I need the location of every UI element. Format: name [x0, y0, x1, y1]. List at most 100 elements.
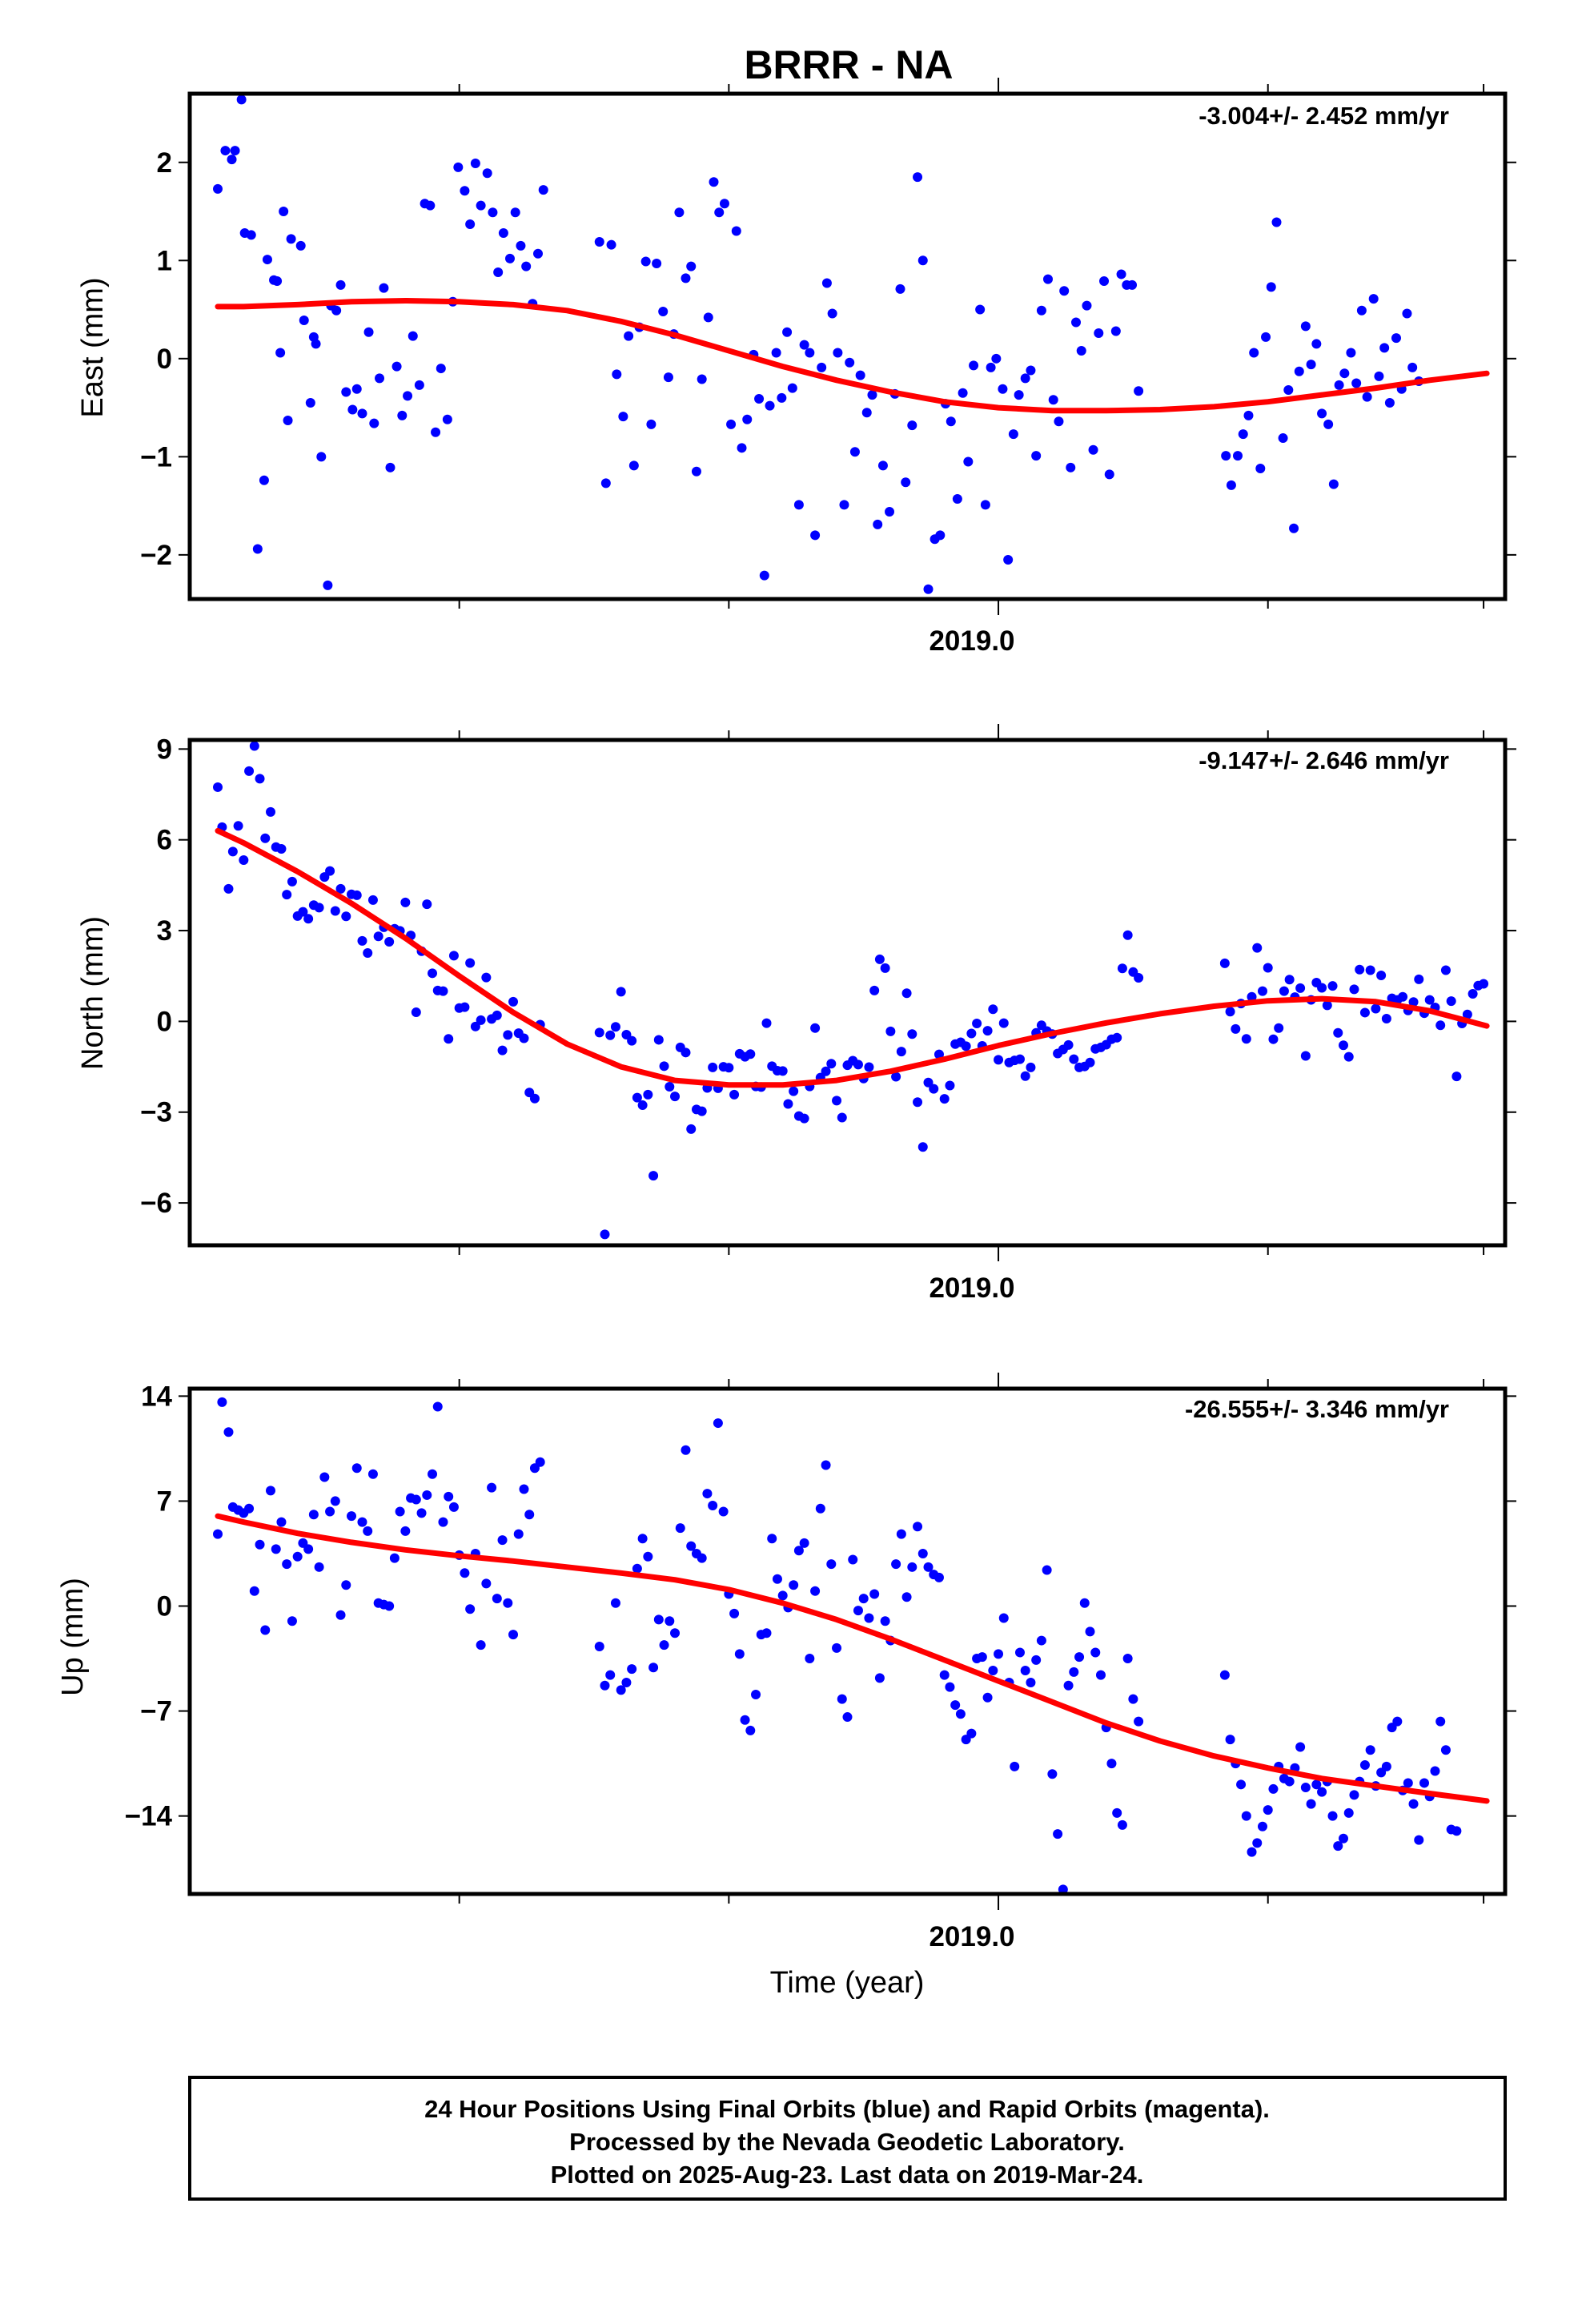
data-point: [742, 414, 753, 424]
data-point: [220, 146, 231, 156]
data-point: [853, 1059, 863, 1070]
data-point: [805, 1654, 815, 1664]
data-point: [627, 1035, 637, 1046]
data-point: [476, 1015, 486, 1025]
data-point: [1338, 1040, 1348, 1051]
data-point: [1071, 317, 1082, 328]
data-point: [255, 1539, 265, 1550]
data-point: [259, 475, 269, 485]
data-point: [934, 1572, 944, 1582]
y-tick-label: −1: [140, 441, 172, 472]
data-point: [998, 1613, 1009, 1623]
y-tick-label: −6: [140, 1188, 172, 1219]
data-point: [1219, 958, 1230, 968]
data-point: [1306, 360, 1316, 370]
data-point: [1020, 1071, 1030, 1081]
y-tick-label: 1: [157, 245, 172, 276]
data-point: [1289, 523, 1299, 533]
data-point: [1010, 1761, 1020, 1771]
panel-east: -3.004+/- 2.452 mm/yr 2019.0 East (mm) 2…: [76, 78, 1516, 657]
data-point: [1338, 1833, 1348, 1844]
data-point: [874, 1673, 885, 1683]
data-point: [1110, 326, 1121, 336]
data-point: [1014, 1054, 1025, 1064]
data-point: [513, 1529, 524, 1539]
data-point: [438, 1517, 448, 1527]
data-point: [1226, 480, 1236, 490]
data-point: [966, 1028, 977, 1039]
data-point: [266, 806, 276, 817]
data-point: [632, 1563, 642, 1574]
data-point: [1359, 1007, 1370, 1018]
data-point: [1300, 1051, 1311, 1061]
data-point: [266, 1486, 276, 1496]
data-point: [408, 331, 418, 341]
data-point: [1402, 308, 1412, 319]
data-point: [1031, 451, 1042, 461]
data-point: [955, 1709, 966, 1719]
data-point: [1219, 1670, 1230, 1680]
data-point: [929, 1084, 939, 1094]
data-point: [998, 1018, 1009, 1028]
data-point: [616, 987, 626, 997]
data-point: [1430, 1766, 1440, 1776]
data-point: [877, 460, 888, 471]
data-point: [1398, 991, 1408, 1002]
data-point: [767, 1534, 777, 1544]
data-point: [1134, 386, 1144, 396]
data-point: [481, 1578, 492, 1589]
data-point: [331, 305, 342, 316]
chart-title: BRRR - NA: [744, 42, 953, 87]
data-point: [891, 1559, 901, 1570]
data-point: [1221, 451, 1231, 461]
data-point: [1090, 1647, 1101, 1658]
data-point: [708, 1501, 718, 1511]
data-point: [1343, 1051, 1354, 1062]
data-point: [510, 207, 520, 218]
footer-line-1: 24 Hour Positions Using Final Orbits (bl…: [424, 2095, 1270, 2123]
data-point: [1036, 1635, 1046, 1646]
data-point: [1079, 1598, 1090, 1608]
data-point: [777, 392, 787, 403]
footer-frame: [188, 2076, 1507, 2201]
data-point: [686, 261, 697, 271]
data-point: [287, 876, 297, 887]
data-point: [1359, 1759, 1370, 1770]
data-point: [230, 146, 240, 156]
fit-line: [215, 827, 1490, 1088]
data-point: [793, 500, 804, 510]
data-point: [488, 207, 498, 218]
data-point: [335, 279, 346, 290]
data-point: [411, 1494, 421, 1505]
data-point: [1362, 392, 1372, 402]
data-point: [260, 1625, 271, 1635]
data-point: [966, 1728, 977, 1739]
data-point: [252, 544, 263, 554]
y-tick-label: 0: [157, 1006, 172, 1037]
data-point: [1257, 986, 1267, 996]
data-point: [504, 253, 515, 263]
data-point: [674, 207, 685, 218]
data-point: [1365, 1745, 1375, 1755]
data-point: [998, 384, 1008, 394]
data-point: [276, 844, 287, 854]
data-point: [1082, 300, 1092, 311]
data-point: [389, 1553, 400, 1563]
data-point: [384, 937, 395, 947]
data-point: [1343, 1807, 1354, 1818]
data-point: [363, 1526, 373, 1536]
data-point: [227, 846, 238, 857]
data-point: [1099, 276, 1110, 287]
data-point: [975, 304, 986, 315]
y-tick-label: 7: [157, 1486, 172, 1517]
data-point: [718, 1506, 729, 1517]
data-point: [907, 420, 917, 431]
data-point: [885, 1026, 896, 1036]
data-point: [754, 394, 765, 404]
data-point: [988, 1666, 998, 1676]
data-point: [538, 185, 548, 195]
data-point: [233, 821, 243, 831]
data-point: [1255, 464, 1266, 474]
data-point: [369, 418, 379, 428]
data-point: [1468, 989, 1478, 999]
